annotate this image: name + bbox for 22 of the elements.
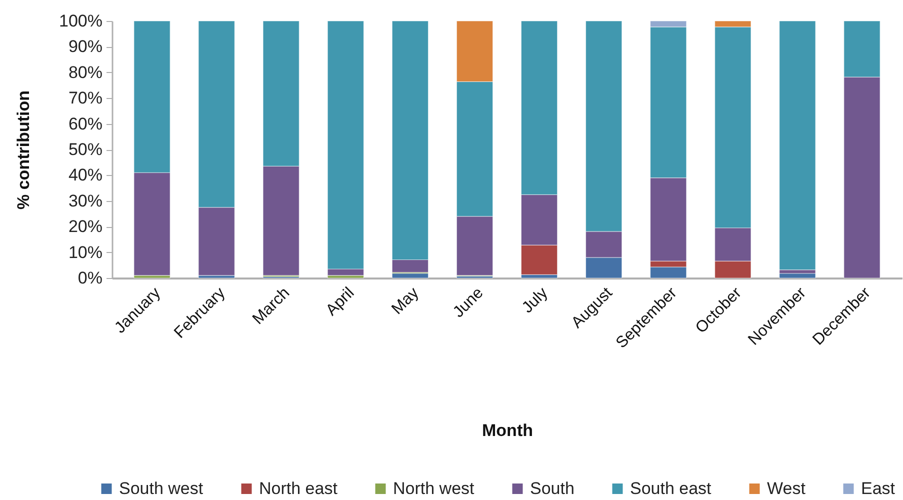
y-tick-label: 100% [59,12,102,30]
y-tick-label: 0% [78,268,102,288]
x-axis-title: Month [482,421,533,440]
legend-label: East [861,478,896,498]
legend-label: North west [393,478,475,498]
legend-label: West [767,478,806,498]
y-tick-label: 30% [68,191,102,210]
x-tick-label: May [388,284,422,318]
y-axis-title: % contribution [14,90,34,210]
y-tick-label: 60% [68,114,102,134]
y-tick-label: 40% [68,166,102,185]
legend-label: South west [119,478,204,498]
y-tick-label: 90% [68,37,102,56]
y-tick-label: 50% [68,140,102,159]
legend-label: North east [259,478,338,498]
y-tick-label: 20% [68,217,102,236]
legend-label: South east [630,478,712,498]
legend-label: South [530,478,574,498]
y-tick-label: 10% [68,242,102,262]
y-tick-label: 70% [68,88,102,108]
x-tick-label: July [519,284,552,317]
y-tick-label: 80% [68,62,102,82]
